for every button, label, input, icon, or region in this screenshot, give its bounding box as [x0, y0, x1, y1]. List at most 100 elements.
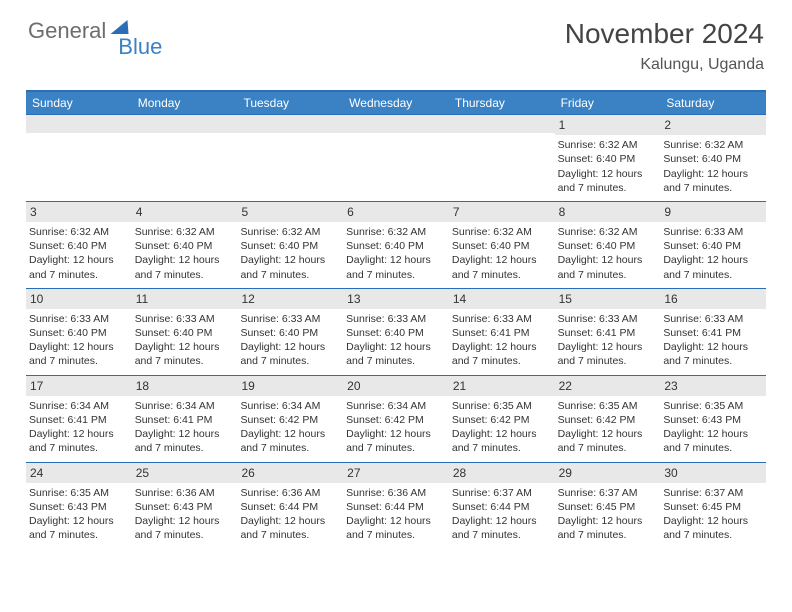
calendar-cell [237, 115, 343, 201]
logo-text-general: General [28, 18, 106, 44]
weekday-header: Tuesday [237, 92, 343, 114]
sunrise-text: Sunrise: 6:36 AM [240, 486, 340, 500]
day-content: Sunrise: 6:35 AMSunset: 6:43 PMDaylight:… [663, 399, 763, 456]
day-content: Sunrise: 6:33 AMSunset: 6:40 PMDaylight:… [346, 312, 446, 369]
sunset-text: Sunset: 6:40 PM [29, 326, 129, 340]
day-content: Sunrise: 6:36 AMSunset: 6:43 PMDaylight:… [135, 486, 235, 543]
day-content: Sunrise: 6:37 AMSunset: 6:44 PMDaylight:… [452, 486, 552, 543]
calendar-cell: 14Sunrise: 6:33 AMSunset: 6:41 PMDayligh… [449, 289, 555, 375]
sunset-text: Sunset: 6:40 PM [135, 239, 235, 253]
sunset-text: Sunset: 6:40 PM [346, 326, 446, 340]
calendar-cell [449, 115, 555, 201]
calendar-cell: 25 Sunrise: 6:36 AMSunset: 6:43 PMDayligh… [132, 463, 238, 549]
calendar-cell [132, 115, 238, 201]
calendar-cell [26, 115, 132, 201]
daylight-text: Daylight: 12 hours and 7 minutes. [663, 427, 763, 455]
day-number: 29 [555, 463, 661, 483]
day-content: Sunrise: 6:34 AMSunset: 6:42 PMDaylight:… [240, 399, 340, 456]
sunrise-text: Sunrise: 6:35 AM [663, 399, 763, 413]
day-content: Sunrise: 6:37 AMSunset: 6:45 PMDaylight:… [663, 486, 763, 543]
calendar-cell [343, 115, 449, 201]
day-number [132, 115, 238, 133]
sunrise-text: Sunrise: 6:35 AM [558, 399, 658, 413]
day-number: 27 [343, 463, 449, 483]
day-number: 6 [343, 202, 449, 222]
sunrise-text: Sunrise: 6:37 AM [558, 486, 658, 500]
day-number: 7 [449, 202, 555, 222]
sunset-text: Sunset: 6:42 PM [452, 413, 552, 427]
day-number: 3 [26, 202, 132, 222]
calendar-cell: 5 Sunrise: 6:32 AMSunset: 6:40 PMDaylight… [237, 202, 343, 288]
sunset-text: Sunset: 6:42 PM [240, 413, 340, 427]
calendar-cell: 27 Sunrise: 6:36 AMSunset: 6:44 PMDayligh… [343, 463, 449, 549]
sunrise-text: Sunrise: 6:34 AM [135, 399, 235, 413]
day-number: 12 [237, 289, 343, 309]
day-number: 15 [555, 289, 661, 309]
calendar-cell: 22Sunrise: 6:35 AMSunset: 6:42 PMDayligh… [555, 376, 661, 462]
day-number: 1 [555, 115, 661, 135]
day-number: 8 [555, 202, 661, 222]
sunset-text: Sunset: 6:45 PM [558, 500, 658, 514]
day-number [343, 115, 449, 133]
daylight-text: Daylight: 12 hours and 7 minutes. [663, 167, 763, 195]
daylight-text: Daylight: 12 hours and 7 minutes. [29, 253, 129, 281]
calendar-cell: 28 Sunrise: 6:37 AMSunset: 6:44 PMDayligh… [449, 463, 555, 549]
sunrise-text: Sunrise: 6:32 AM [663, 138, 763, 152]
sunrise-text: Sunrise: 6:32 AM [346, 225, 446, 239]
sunrise-text: Sunrise: 6:32 AM [558, 225, 658, 239]
sunrise-text: Sunrise: 6:33 AM [452, 312, 552, 326]
calendar-week: 10Sunrise: 6:33 AMSunset: 6:40 PMDayligh… [26, 288, 766, 375]
calendar-cell: 9Sunrise: 6:33 AMSunset: 6:40 PMDaylight… [660, 202, 766, 288]
day-content: Sunrise: 6:32 AMSunset: 6:40 PMDaylight:… [452, 225, 552, 282]
sunset-text: Sunset: 6:41 PM [135, 413, 235, 427]
daylight-text: Daylight: 12 hours and 7 minutes. [663, 340, 763, 368]
day-number: 25 [132, 463, 238, 483]
daylight-text: Daylight: 12 hours and 7 minutes. [558, 253, 658, 281]
daylight-text: Daylight: 12 hours and 7 minutes. [135, 340, 235, 368]
daylight-text: Daylight: 12 hours and 7 minutes. [558, 427, 658, 455]
day-content: Sunrise: 6:32 AMSunset: 6:40 PMDaylight:… [240, 225, 340, 282]
day-number [449, 115, 555, 133]
sunset-text: Sunset: 6:40 PM [29, 239, 129, 253]
calendar-cell: 10Sunrise: 6:33 AMSunset: 6:40 PMDayligh… [26, 289, 132, 375]
day-content: Sunrise: 6:36 AMSunset: 6:44 PMDaylight:… [240, 486, 340, 543]
day-content: Sunrise: 6:32 AMSunset: 6:40 PMDaylight:… [29, 225, 129, 282]
day-number: 30 [660, 463, 766, 483]
sunrise-text: Sunrise: 6:32 AM [558, 138, 658, 152]
sunrise-text: Sunrise: 6:32 AM [29, 225, 129, 239]
sunrise-text: Sunrise: 6:34 AM [346, 399, 446, 413]
calendar-week: 17Sunrise: 6:34 AMSunset: 6:41 PMDayligh… [26, 375, 766, 462]
sunrise-text: Sunrise: 6:32 AM [240, 225, 340, 239]
day-number: 5 [237, 202, 343, 222]
day-number: 28 [449, 463, 555, 483]
day-content: Sunrise: 6:36 AMSunset: 6:44 PMDaylight:… [346, 486, 446, 543]
page-header: General Blue November 2024 Kalungu, Ugan… [0, 0, 792, 82]
calendar-week: 1Sunrise: 6:32 AMSunset: 6:40 PMDaylight… [26, 114, 766, 201]
sunrise-text: Sunrise: 6:33 AM [663, 225, 763, 239]
daylight-text: Daylight: 12 hours and 7 minutes. [346, 253, 446, 281]
sunrise-text: Sunrise: 6:33 AM [346, 312, 446, 326]
sunset-text: Sunset: 6:40 PM [240, 326, 340, 340]
day-content: Sunrise: 6:37 AMSunset: 6:45 PMDaylight:… [558, 486, 658, 543]
daylight-text: Daylight: 12 hours and 7 minutes. [29, 427, 129, 455]
weekday-header: Sunday [26, 92, 132, 114]
daylight-text: Daylight: 12 hours and 7 minutes. [558, 167, 658, 195]
day-content: Sunrise: 6:33 AMSunset: 6:41 PMDaylight:… [452, 312, 552, 369]
sunrise-text: Sunrise: 6:36 AM [135, 486, 235, 500]
calendar-cell: 18Sunrise: 6:34 AMSunset: 6:41 PMDayligh… [132, 376, 238, 462]
day-content: Sunrise: 6:33 AMSunset: 6:41 PMDaylight:… [663, 312, 763, 369]
day-content: Sunrise: 6:33 AMSunset: 6:40 PMDaylight:… [29, 312, 129, 369]
day-number: 18 [132, 376, 238, 396]
weekday-header: Wednesday [343, 92, 449, 114]
title-block: November 2024 Kalungu, Uganda [565, 18, 764, 74]
sunrise-text: Sunrise: 6:32 AM [135, 225, 235, 239]
sunrise-text: Sunrise: 6:33 AM [558, 312, 658, 326]
logo-text-blue: Blue [118, 34, 162, 60]
calendar-cell: 3 Sunrise: 6:32 AMSunset: 6:40 PMDaylight… [26, 202, 132, 288]
daylight-text: Daylight: 12 hours and 7 minutes. [452, 253, 552, 281]
weekday-header: Saturday [660, 92, 766, 114]
calendar-cell: 4Sunrise: 6:32 AMSunset: 6:40 PMDaylight… [132, 202, 238, 288]
sunset-text: Sunset: 6:44 PM [452, 500, 552, 514]
sunset-text: Sunset: 6:43 PM [135, 500, 235, 514]
sunset-text: Sunset: 6:40 PM [558, 152, 658, 166]
